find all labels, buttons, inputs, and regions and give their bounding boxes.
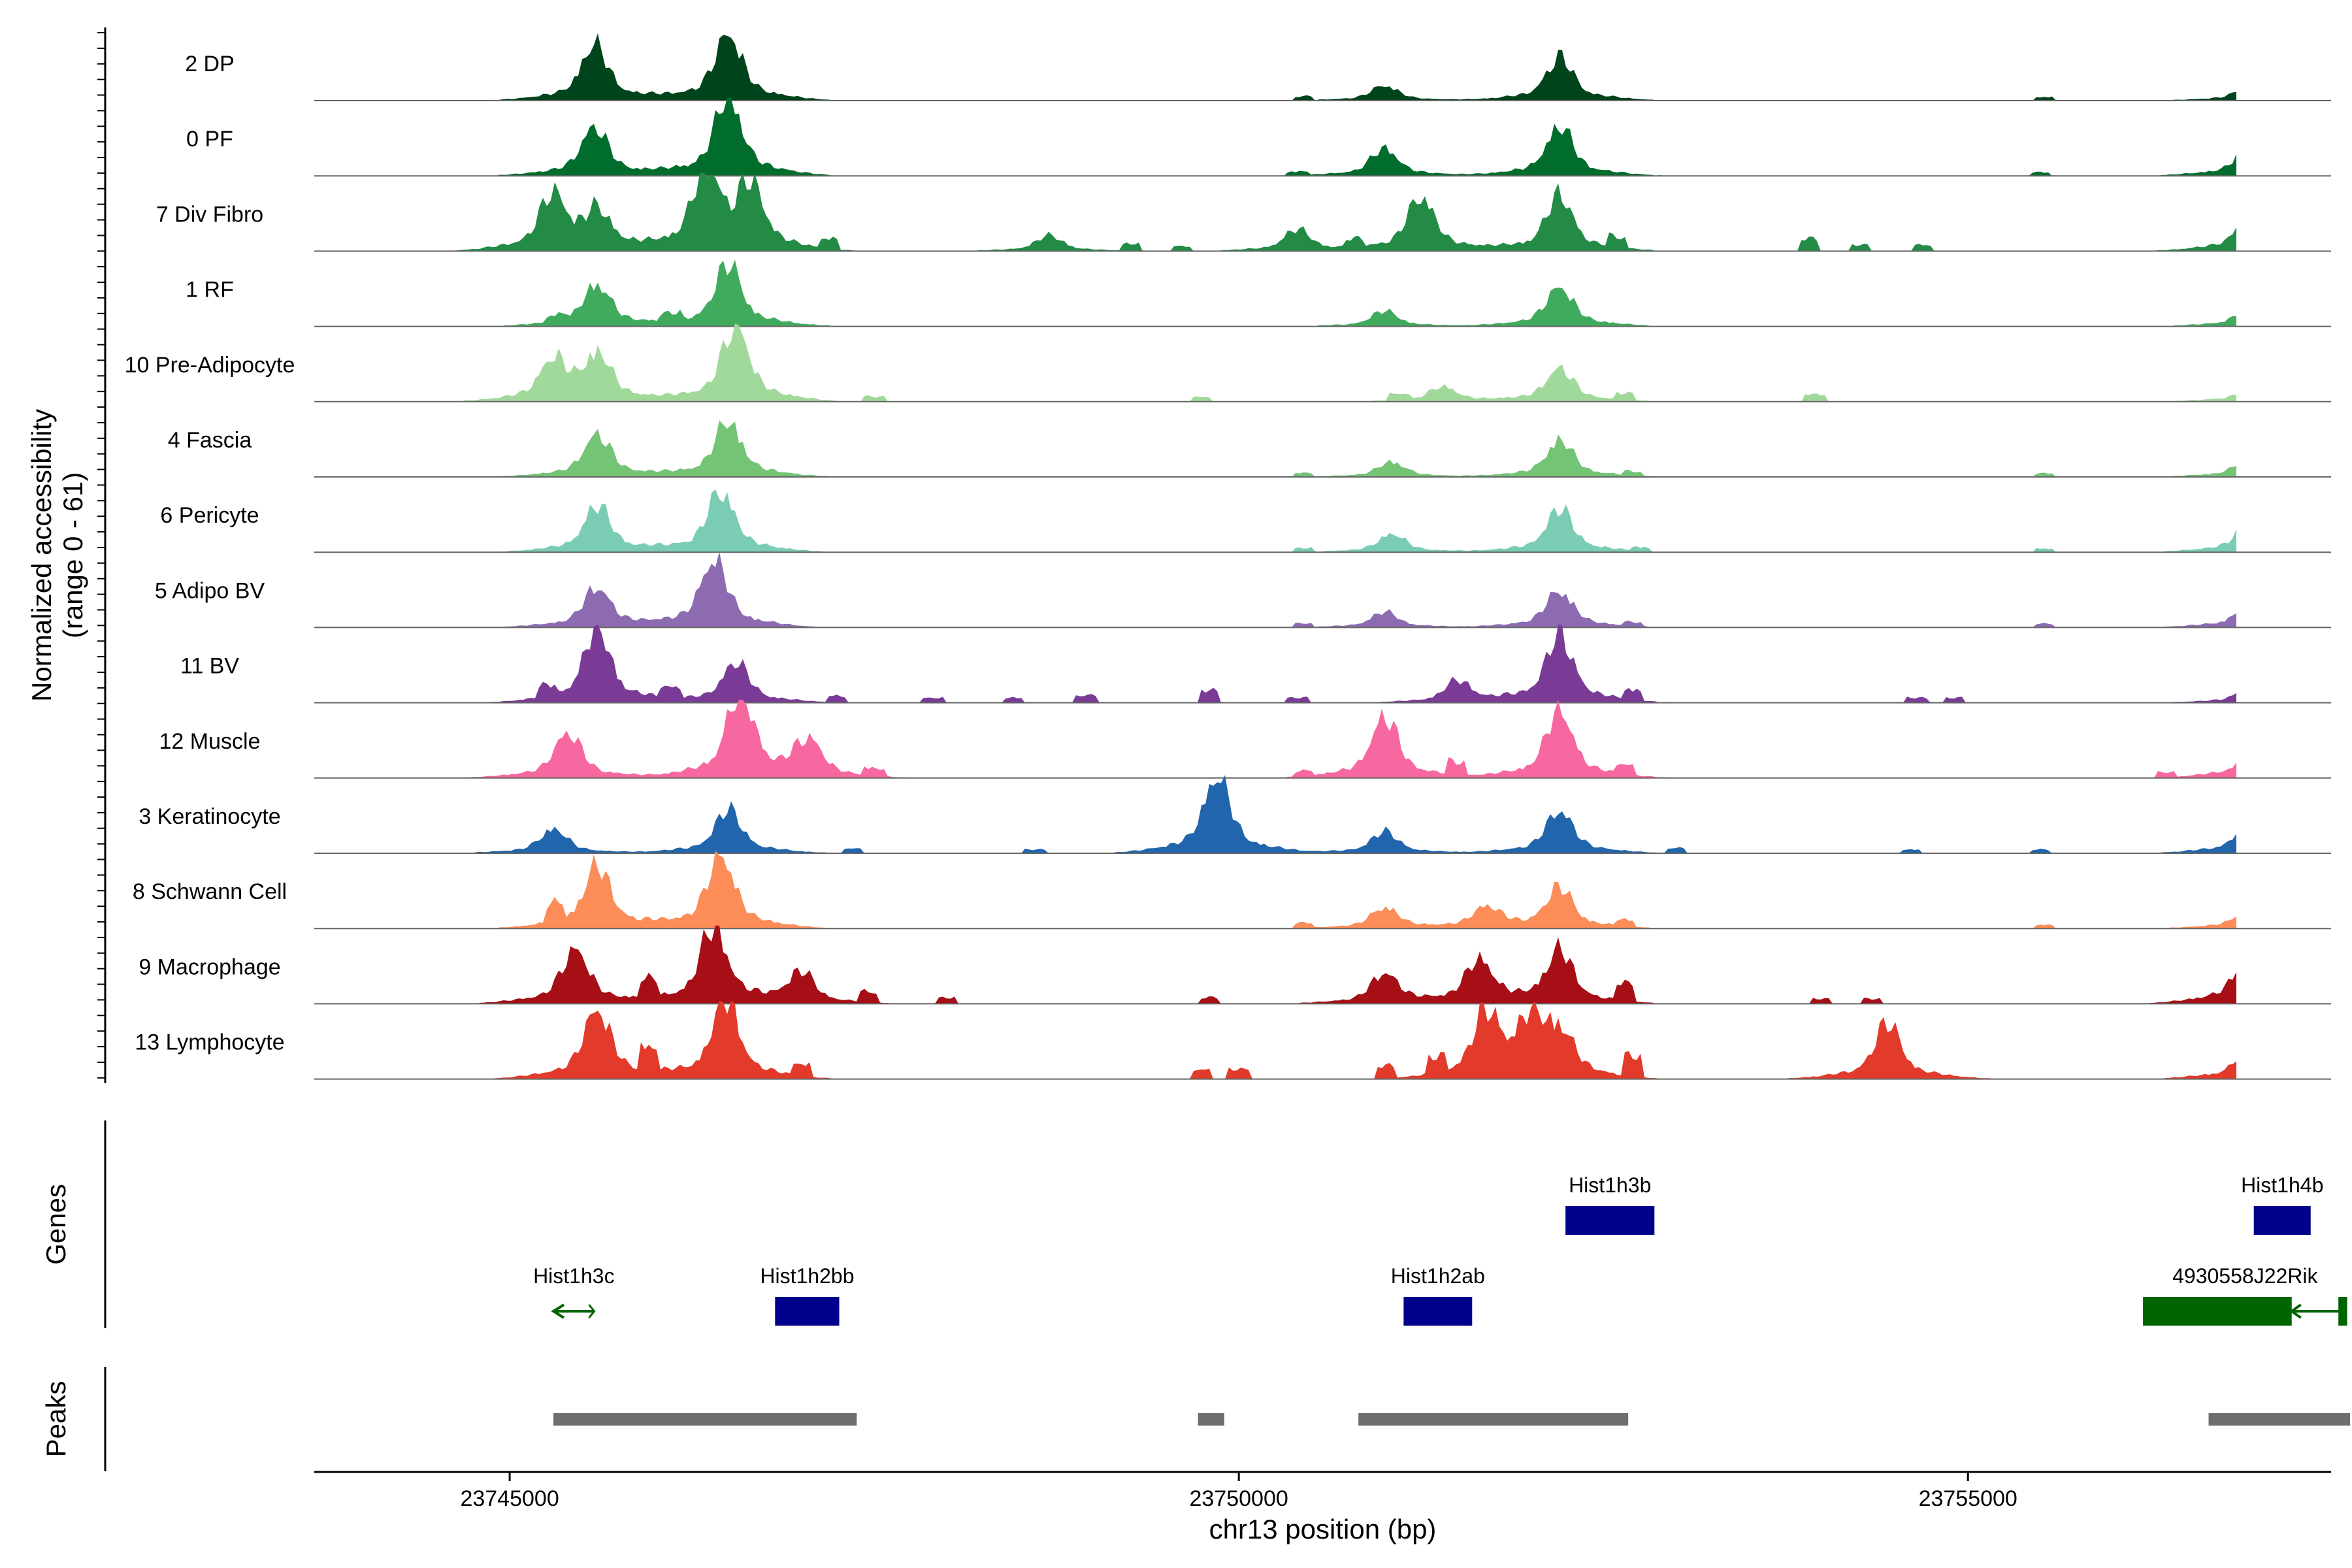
gene-label: Hist1h3b xyxy=(1569,1173,1651,1197)
peak-region xyxy=(2208,1413,2351,1426)
gene-exon xyxy=(2253,1206,2311,1235)
peak-region xyxy=(1198,1413,1224,1426)
track-label: 0 PF xyxy=(186,127,233,152)
coverage-y-label-line2: (range 0 - 61) xyxy=(57,472,88,638)
coverage-track: 11 BV xyxy=(180,625,2331,704)
coverage-track: 10 Pre-Adipocyte xyxy=(125,323,2331,402)
gene-label: Hist1h2ab xyxy=(1391,1264,1485,1288)
coverage-track: 2 DP xyxy=(185,33,2331,101)
coverage-area xyxy=(406,700,2236,778)
track-label: 10 Pre-Adipocyte xyxy=(125,353,295,378)
track-label: 2 DP xyxy=(185,52,235,76)
strand-arrow xyxy=(2289,1303,2302,1319)
gene-exon xyxy=(775,1297,840,1326)
track-label: 6 Pericyte xyxy=(160,503,259,528)
gene-label: 4930558J22Rik xyxy=(2172,1264,2318,1288)
gene-label: Hist1h4b xyxy=(2241,1173,2323,1197)
gene-exon xyxy=(2338,1297,2347,1326)
coverage-area xyxy=(406,551,2236,628)
track-label: 12 Muscle xyxy=(159,729,261,754)
coverage-area xyxy=(406,1001,2236,1079)
peaks-panel-label: Peaks xyxy=(41,1381,71,1458)
coverage-area xyxy=(406,625,2236,703)
coverage-track: 8 Schwann Cell xyxy=(133,850,2331,930)
track-label: 7 Div Fibro xyxy=(156,202,263,227)
genes-panel-label: Genes xyxy=(41,1184,71,1265)
x-tick-label: 23755000 xyxy=(1919,1486,2017,1511)
coverage-area xyxy=(406,97,2236,176)
coverage-track: 4 Fascia xyxy=(168,420,2331,478)
track-label: 3 Keratinocyte xyxy=(139,804,280,829)
gene-exon xyxy=(2143,1297,2292,1326)
genes-panel: Genes Hist1h3c Hist1h2bb Hist1h2ab Hist1h3b H… xyxy=(41,1120,2347,1328)
peak-region xyxy=(1358,1413,1629,1426)
gene-end-cap xyxy=(588,1304,596,1318)
coverage-track: 12 Muscle xyxy=(159,700,2331,779)
track-label: 9 Macrophage xyxy=(139,955,280,979)
coverage-area xyxy=(406,489,2236,553)
coverage-y-label-line1: Normalized accessibility xyxy=(26,409,57,702)
track-label: 11 BV xyxy=(180,654,239,679)
coverage-track: 5 Adipo BV xyxy=(155,551,2331,629)
x-axis: 23745000 23750000 23755000 chr13 position (… xyxy=(314,1471,2331,1544)
gene-model: Hist1h2ab xyxy=(1391,1264,1485,1326)
coverage-panel: Normalized accessibility(range 0 - 61) 2 … xyxy=(26,27,2331,1083)
track-label: 13 Lymphocyte xyxy=(135,1030,284,1055)
track-label: 5 Adipo BV xyxy=(155,578,265,603)
strand-arrow xyxy=(551,1303,565,1319)
x-axis-label: chr13 position (bp) xyxy=(1209,1514,1437,1544)
track-label: 8 Schwann Cell xyxy=(133,879,287,904)
coverage-area xyxy=(406,850,2236,929)
gene-model: Hist1h3c xyxy=(533,1264,615,1319)
gene-model: Hist1h2bb xyxy=(760,1264,854,1326)
x-tick-label: 23745000 xyxy=(460,1486,559,1511)
gene-model: Hist1h3b xyxy=(1565,1173,1655,1235)
coverage-track: 1 RF xyxy=(186,259,2331,327)
track-label: 4 Fascia xyxy=(168,428,252,453)
coverage-area xyxy=(406,33,2236,101)
coverage-y-label: Normalized accessibility(range 0 - 61) xyxy=(26,409,88,702)
coverage-area xyxy=(406,420,2236,477)
coverage-area xyxy=(406,323,2236,402)
coverage-track: 6 Pericyte xyxy=(160,489,2331,553)
gene-model: 4930558J22Rik xyxy=(2143,1264,2347,1326)
gene-exon xyxy=(1403,1297,1473,1326)
peaks-panel: Peaks xyxy=(41,1367,2351,1471)
track-label: 1 RF xyxy=(186,278,234,302)
gene-model: Hist1h4b xyxy=(2241,1173,2323,1235)
coverage-track: 0 PF xyxy=(186,97,2331,177)
coverage-area xyxy=(406,775,2236,853)
coverage-area xyxy=(406,172,2236,252)
gene-exon xyxy=(1565,1206,1655,1235)
coverage-area xyxy=(406,259,2236,327)
coverage-track: 9 Macrophage xyxy=(139,925,2331,1005)
coverage-track: 3 Keratinocyte xyxy=(139,775,2331,854)
x-tick-label: 23750000 xyxy=(1190,1486,1288,1511)
coverage-area xyxy=(406,925,2236,1004)
coverage-track: 13 Lymphocyte xyxy=(135,1001,2331,1080)
gene-label: Hist1h2bb xyxy=(760,1264,854,1288)
gene-label: Hist1h3c xyxy=(533,1264,615,1288)
coverage-track: 7 Div Fibro xyxy=(156,172,2331,252)
peak-region xyxy=(553,1413,857,1426)
